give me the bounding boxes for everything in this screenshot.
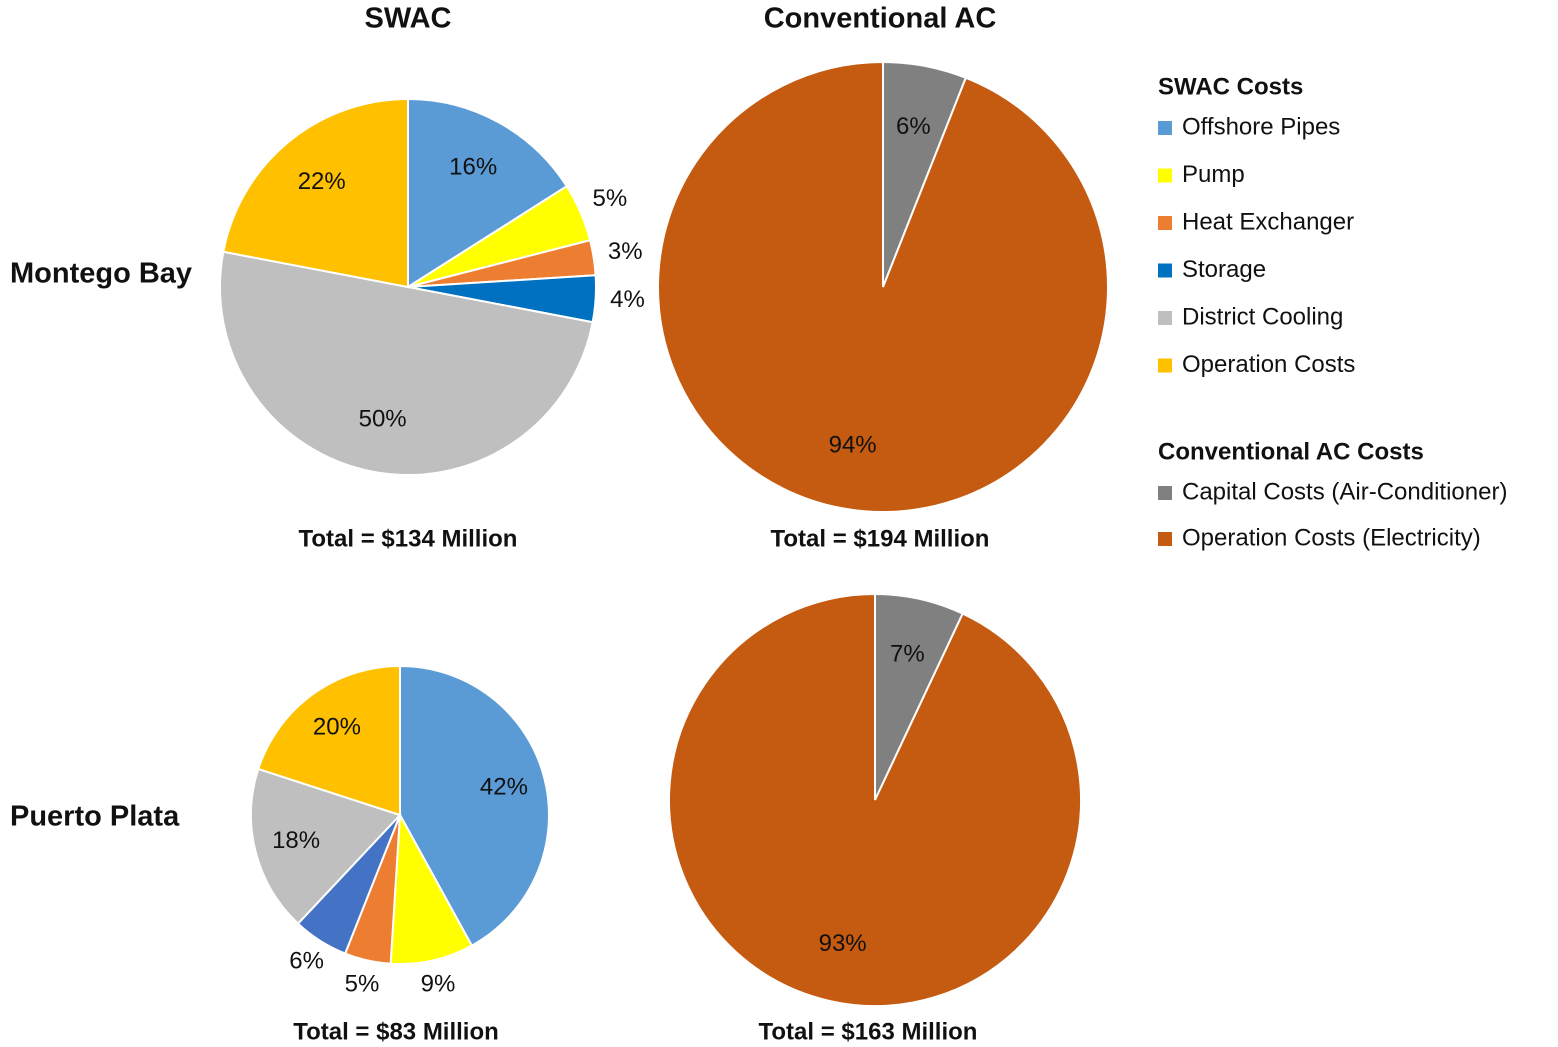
column-title: SWAC xyxy=(365,3,452,35)
slice-label: 4% xyxy=(610,286,645,313)
pie-slice xyxy=(389,811,474,965)
legend-label: District Cooling xyxy=(1182,303,1343,330)
slice-label: 50% xyxy=(359,405,407,432)
legend-label: Storage xyxy=(1182,256,1266,283)
total-label: Total = $134 Million xyxy=(299,525,518,552)
slice-label: 94% xyxy=(829,431,877,458)
pie-slice xyxy=(407,97,569,289)
slice-label: 5% xyxy=(593,185,628,212)
slice-label: 18% xyxy=(272,827,320,854)
legend-swatch xyxy=(1158,311,1172,325)
slice-label: 3% xyxy=(608,238,643,265)
legend-swatch xyxy=(1158,532,1172,546)
legend-swatch xyxy=(1158,121,1172,135)
legend-title: Conventional AC Costs xyxy=(1158,438,1424,465)
legend-label: Operation Costs (Electricity) xyxy=(1182,524,1481,551)
legend-label: Pump xyxy=(1182,161,1245,188)
row-label: Puerto Plata xyxy=(10,801,180,833)
slice-label: 42% xyxy=(480,774,528,801)
slice-label: 6% xyxy=(289,948,324,975)
total-label: Total = $163 Million xyxy=(759,1018,978,1045)
legend-swatch xyxy=(1158,168,1172,183)
legend-swatch xyxy=(1158,263,1172,278)
row-label: Montego Bay xyxy=(10,258,192,290)
slice-label: 7% xyxy=(890,641,925,668)
total-label: Total = $194 Million xyxy=(771,525,990,552)
pie-slice xyxy=(219,250,594,476)
slice-label: 20% xyxy=(313,714,361,741)
pie-slice xyxy=(257,664,401,817)
slice-label: 9% xyxy=(421,970,456,997)
slice-label: 5% xyxy=(345,970,380,997)
column-title: Conventional AC xyxy=(764,3,997,35)
slice-label: 6% xyxy=(896,113,931,140)
pie-slice xyxy=(250,767,402,926)
legend-label: Operation Costs xyxy=(1182,351,1355,378)
legend-label: Offshore Pipes xyxy=(1182,113,1340,140)
legend-label: Heat Exchanger xyxy=(1182,208,1354,235)
legend-swatch xyxy=(1158,216,1172,230)
slice-label: 22% xyxy=(298,168,346,195)
pie-slice xyxy=(222,97,409,289)
legend-swatch xyxy=(1158,486,1172,500)
pie-slice xyxy=(399,664,550,947)
total-label: Total = $83 Million xyxy=(293,1018,499,1045)
pie-slice xyxy=(668,592,1082,1007)
pie-slice xyxy=(657,60,1109,513)
slice-label: 16% xyxy=(449,154,497,181)
legend-title: SWAC Costs xyxy=(1158,73,1303,100)
slice-label: 93% xyxy=(819,930,867,957)
legend-label: Capital Costs (Air-Conditioner) xyxy=(1182,478,1507,505)
legend-swatch xyxy=(1158,358,1172,373)
